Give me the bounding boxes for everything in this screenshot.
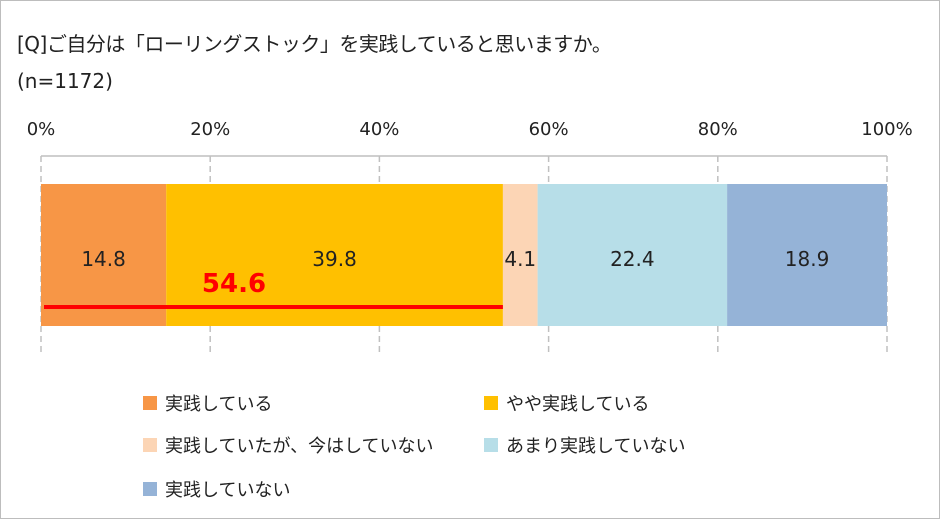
x-tick-label: 40% (359, 119, 399, 140)
legend-item: 実践していたが、今はしていない (143, 432, 434, 458)
data-label: 18.9 (785, 247, 830, 271)
x-tick-label: 80% (698, 119, 738, 140)
bar-segment (727, 184, 887, 326)
legend-label: やや実践している (506, 394, 650, 415)
bar-segment (166, 184, 503, 326)
bar-segment (537, 184, 728, 326)
data-label: 14.8 (81, 247, 126, 271)
legend-label: 実践していない (165, 480, 291, 501)
sample-size: (n=1172) (17, 69, 113, 93)
legend-item: 実践している (143, 390, 272, 416)
bar-segment (41, 184, 167, 326)
legend-item: あまり実践していない (484, 432, 685, 458)
x-tick-label: 20% (190, 119, 230, 140)
bar-segment (502, 184, 538, 326)
x-tick-label: 0% (27, 119, 56, 140)
legend-item: やや実践している (484, 390, 649, 416)
data-label: 4.1 (504, 247, 536, 271)
legend-swatch (484, 438, 498, 452)
legend-swatch (143, 396, 157, 410)
chart-title: [Q]ご自分は「ローリングストック」を実践していると思いますか。 (17, 32, 612, 56)
legend-label: 実践していたが、今はしていない (165, 436, 434, 457)
data-label: 39.8 (312, 247, 357, 271)
legend-label: あまり実践していない (506, 436, 686, 457)
x-tick-label: 100% (861, 119, 912, 140)
legend-swatch (143, 482, 157, 496)
cumulative-label: 54.6 (202, 269, 266, 299)
legend-item: 実践していない (143, 476, 290, 502)
legend-label: 実践している (165, 394, 273, 415)
legend-swatch (484, 396, 498, 410)
data-label: 22.4 (610, 247, 655, 271)
x-tick-label: 60% (529, 119, 569, 140)
legend-swatch (143, 438, 157, 452)
